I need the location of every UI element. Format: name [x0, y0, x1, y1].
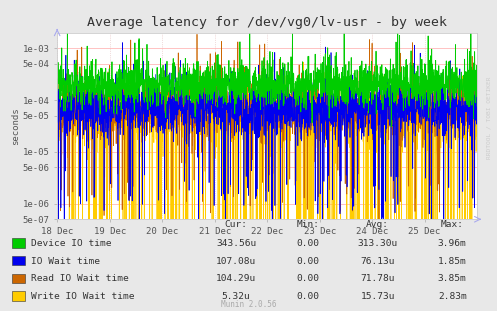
Y-axis label: seconds: seconds	[11, 107, 20, 145]
Text: 1.85m: 1.85m	[438, 257, 467, 266]
Title: Average latency for /dev/vg0/lv-usr - by week: Average latency for /dev/vg0/lv-usr - by…	[87, 16, 447, 29]
Text: 0.00: 0.00	[297, 239, 320, 248]
Text: RRDTOOL / TOBI OETIKER: RRDTOOL / TOBI OETIKER	[486, 77, 491, 160]
Text: 3.85m: 3.85m	[438, 274, 467, 283]
Text: Cur:: Cur:	[225, 220, 248, 229]
Text: 104.29u: 104.29u	[216, 274, 256, 283]
Text: 15.73u: 15.73u	[360, 292, 395, 301]
Text: 5.32u: 5.32u	[222, 292, 250, 301]
Text: Write IO Wait time: Write IO Wait time	[31, 292, 134, 301]
Text: 2.83m: 2.83m	[438, 292, 467, 301]
Text: Avg:: Avg:	[366, 220, 389, 229]
Text: 76.13u: 76.13u	[360, 257, 395, 266]
Text: Min:: Min:	[297, 220, 320, 229]
Text: IO Wait time: IO Wait time	[31, 257, 100, 266]
Text: 343.56u: 343.56u	[216, 239, 256, 248]
Text: 71.78u: 71.78u	[360, 274, 395, 283]
Text: 3.96m: 3.96m	[438, 239, 467, 248]
Text: 0.00: 0.00	[297, 257, 320, 266]
Text: 107.08u: 107.08u	[216, 257, 256, 266]
Text: 0.00: 0.00	[297, 274, 320, 283]
Text: 313.30u: 313.30u	[358, 239, 398, 248]
Text: Munin 2.0.56: Munin 2.0.56	[221, 300, 276, 309]
Text: 0.00: 0.00	[297, 292, 320, 301]
Text: Device IO time: Device IO time	[31, 239, 111, 248]
Text: Read IO Wait time: Read IO Wait time	[31, 274, 129, 283]
Text: Max:: Max:	[441, 220, 464, 229]
